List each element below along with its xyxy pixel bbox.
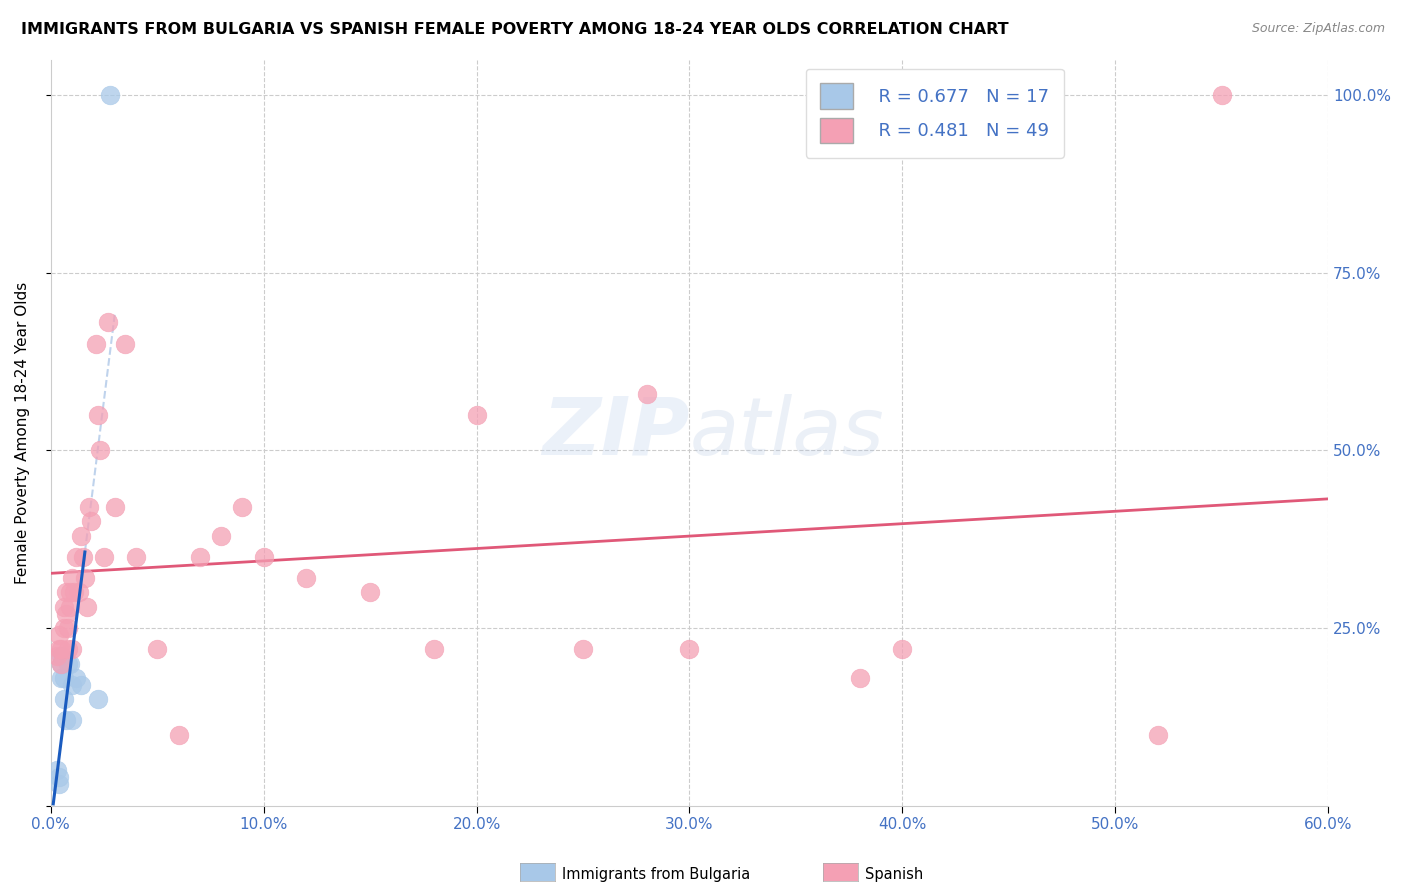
Point (89, 443, 111, 458)
Point (56, 642, 79, 657)
Point (65, 549, 87, 564)
Point (60, 678, 83, 692)
Point (104, 500, 127, 515)
Point (48, 642, 70, 657)
Point (55, 585, 77, 599)
Point (572, 642, 595, 657)
Point (60, 642, 83, 657)
Point (114, 336, 136, 351)
Point (52, 621, 75, 635)
Point (146, 642, 169, 657)
Point (55, 607, 77, 621)
Point (295, 571, 318, 585)
Point (209, 528, 232, 542)
Point (56, 621, 79, 635)
Point (93, 549, 115, 564)
Point (80, 515, 103, 529)
Text: ZIP: ZIP (543, 393, 689, 472)
Point (52, 599, 75, 614)
Point (59, 657, 82, 671)
Point (65, 671, 87, 685)
Text: Spanish: Spanish (865, 867, 922, 881)
Point (100, 88, 122, 103)
Point (72, 549, 94, 564)
Point (52, 692, 75, 706)
Point (84, 336, 107, 351)
Point (678, 642, 700, 657)
Point (51, 657, 73, 671)
Point (69, 678, 91, 692)
Point (51, 671, 73, 685)
Point (1211, 88, 1233, 103)
Point (465, 408, 488, 422)
Point (849, 671, 872, 685)
Point (55, 714, 77, 728)
Text: Immigrants from Bulgaria: Immigrants from Bulgaria (562, 867, 751, 881)
Y-axis label: Female Poverty Among 18-24 Year Olds: Female Poverty Among 18-24 Year Olds (15, 282, 30, 583)
Point (51, 657, 73, 671)
Point (59, 585, 82, 599)
Point (891, 642, 914, 657)
Point (46, 763, 69, 777)
Text: atlas: atlas (689, 393, 884, 472)
Point (359, 585, 381, 599)
Point (636, 386, 658, 401)
Text: Source: ZipAtlas.com: Source: ZipAtlas.com (1251, 22, 1385, 36)
Point (253, 549, 276, 564)
Point (77, 500, 100, 515)
Point (76, 599, 98, 614)
Point (46, 649, 69, 664)
Point (73, 571, 96, 585)
Point (167, 727, 190, 741)
Point (56, 657, 79, 671)
Point (231, 500, 253, 515)
Legend:   R = 0.677   N = 17,   R = 0.481   N = 49: R = 0.677 N = 17, R = 0.481 N = 49 (806, 69, 1064, 158)
Point (48, 777, 70, 791)
Point (60, 714, 83, 728)
Point (423, 642, 446, 657)
Point (97, 316, 120, 330)
Point (59, 599, 82, 614)
Point (51, 649, 73, 664)
Point (67, 585, 90, 599)
Point (48, 770, 70, 784)
Point (69, 528, 91, 542)
Point (1146, 727, 1168, 741)
Point (86, 408, 108, 422)
Point (86, 692, 108, 706)
Point (60, 571, 83, 585)
Point (52, 671, 75, 685)
Text: IMMIGRANTS FROM BULGARIA VS SPANISH FEMALE POVERTY AMONG 18-24 YEAR OLDS CORRELA: IMMIGRANTS FROM BULGARIA VS SPANISH FEMA… (21, 22, 1008, 37)
Point (51, 642, 73, 657)
Point (63, 585, 86, 599)
Point (125, 549, 148, 564)
Point (188, 549, 211, 564)
Point (48, 628, 70, 642)
